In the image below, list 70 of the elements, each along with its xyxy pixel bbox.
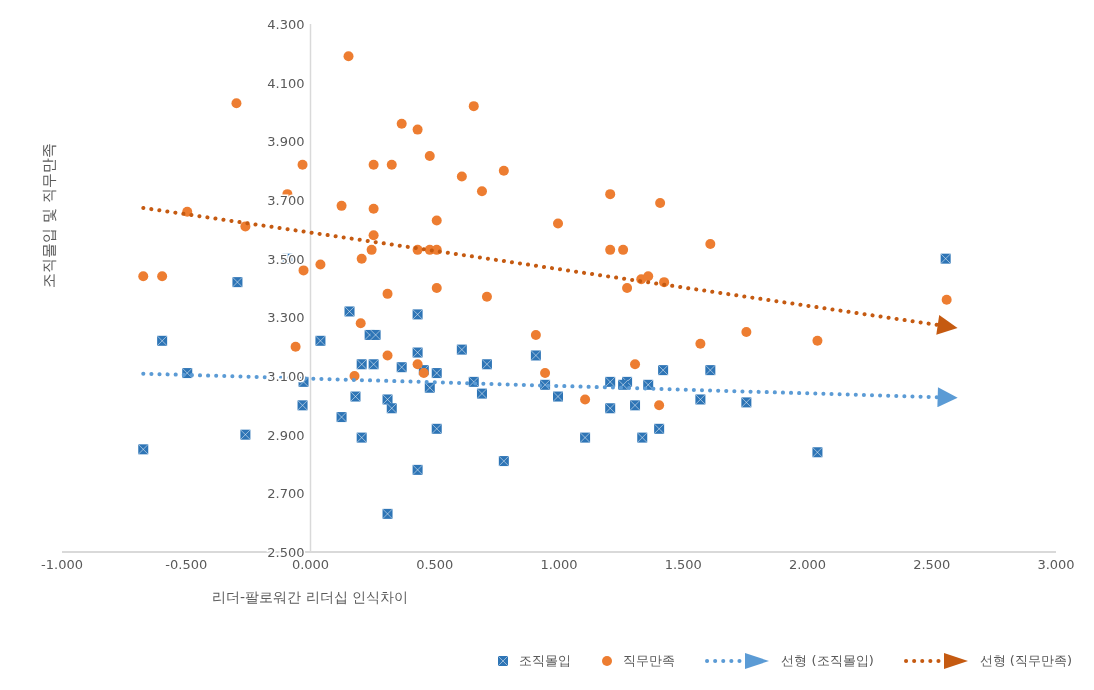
x-tick-label: -1.000	[41, 557, 83, 573]
point	[481, 291, 492, 302]
point	[705, 239, 716, 249]
point	[412, 359, 423, 370]
point	[605, 244, 616, 255]
x-tick-label: -0.500	[165, 557, 208, 573]
x-tick-label: 2.000	[788, 557, 827, 573]
legend-label: 직무만족	[623, 652, 676, 670]
point	[396, 118, 407, 129]
point	[315, 259, 326, 270]
point	[476, 186, 487, 197]
point	[655, 197, 666, 208]
y-tick-label: 3.900	[267, 134, 305, 150]
point	[297, 159, 308, 170]
point	[741, 327, 752, 337]
x-axis-title: 리더-팔로워간 리더십 인식차이	[212, 589, 408, 605]
point	[368, 230, 379, 241]
point	[580, 394, 591, 405]
point	[431, 215, 442, 226]
point	[343, 51, 354, 62]
y-tick-label: 3.700	[267, 193, 305, 208]
x-tick-label: 0.000	[291, 557, 330, 573]
point	[431, 283, 442, 293]
y-tick-label: 3.300	[267, 310, 305, 326]
y-tick-label: 3.100	[267, 369, 305, 384]
y-tick-label: 2.700	[267, 486, 305, 502]
point	[643, 271, 654, 282]
point	[941, 294, 952, 305]
point	[368, 159, 379, 170]
point	[695, 338, 706, 349]
point	[424, 151, 435, 161]
point	[530, 329, 541, 340]
point	[553, 218, 564, 229]
point	[812, 335, 823, 346]
point	[382, 288, 393, 299]
point	[157, 271, 168, 282]
y-tick-label: 4.300	[267, 17, 305, 32]
point	[468, 101, 479, 112]
point	[605, 189, 616, 200]
point	[336, 200, 347, 211]
point	[386, 159, 397, 170]
y-tick-label: 2.500	[267, 545, 305, 560]
legend-label: 선형 (조직몰입)	[781, 652, 874, 670]
point	[356, 253, 367, 264]
x-tick-label: 3.000	[1037, 557, 1075, 573]
point	[290, 341, 301, 352]
point	[298, 265, 309, 276]
point	[540, 368, 551, 379]
y-axis-title: 조직몰입 및 직무만족	[40, 143, 59, 288]
point	[498, 165, 509, 176]
x-tick-label: 0.500	[416, 557, 454, 573]
point	[622, 283, 633, 293]
point	[654, 400, 665, 411]
x-tick-label: 2.500	[913, 557, 951, 573]
legend-label: 조직몰입	[519, 652, 572, 670]
x-tick-label: 1.500	[664, 557, 702, 573]
y-tick-label: 2.900	[267, 427, 305, 443]
point	[382, 350, 393, 361]
point	[366, 244, 377, 255]
y-tick-label: 4.100	[267, 75, 305, 91]
point	[412, 124, 423, 135]
point	[368, 203, 379, 214]
point	[231, 98, 242, 109]
legend-label: 선형 (직무만족)	[979, 652, 1072, 670]
x-tick-label: 1.000	[540, 557, 578, 573]
point	[138, 271, 149, 282]
point	[355, 318, 366, 329]
point	[456, 171, 467, 182]
point	[630, 359, 641, 370]
point	[618, 244, 629, 255]
